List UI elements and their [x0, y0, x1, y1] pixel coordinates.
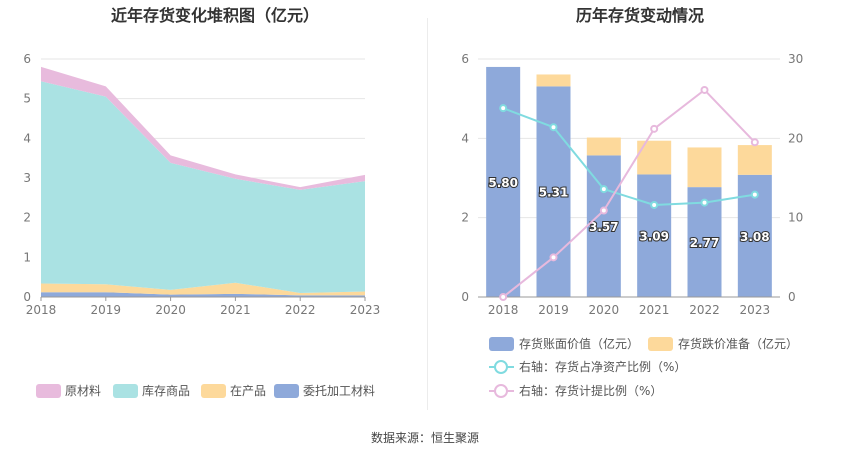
right-y-tick-label: 4 — [461, 131, 469, 145]
right-legend-label: 右轴：存货占净资产比例（%） — [519, 359, 686, 374]
left-y-tick-label: 2 — [23, 211, 31, 225]
left-x-tick-label: 2023 — [350, 303, 381, 317]
bar-book-value — [637, 174, 672, 297]
data-source-note: 数据来源：恒生聚源 — [370, 431, 479, 445]
left-y-tick-label: 3 — [23, 171, 31, 185]
area-series-在产品 — [41, 282, 365, 296]
right-y2-tick-label: 20 — [788, 131, 803, 145]
left-chart-title: 近年存货变化堆积图（亿元） — [110, 6, 319, 25]
left-y-tick-label: 4 — [23, 131, 31, 145]
right-legend-swatch — [648, 337, 673, 351]
line-point — [650, 200, 659, 209]
right-y-tick-label: 6 — [461, 52, 469, 66]
left-x-tick-label: 2018 — [26, 303, 57, 317]
line-point — [549, 123, 558, 132]
bar-impairment — [687, 147, 722, 188]
left-y-tick-label: 0 — [23, 290, 31, 304]
left-legend-label: 委托加工材料 — [303, 384, 375, 398]
line-series-ratio-to-net-assets — [502, 107, 755, 206]
right-x-tick-label: 2022 — [689, 303, 720, 317]
line-point — [499, 104, 508, 113]
left-y-tick-label: 6 — [23, 52, 31, 66]
right-x-tick-label: 2019 — [538, 303, 569, 317]
bar-value-label: 5.31 — [539, 186, 569, 200]
left-legend-swatch — [113, 384, 138, 398]
bar-impairment — [737, 145, 772, 175]
right-y2-tick-label: 30 — [788, 52, 803, 66]
line-point — [700, 198, 709, 207]
right-legend-swatch — [489, 337, 514, 351]
left-legend-label: 在产品 — [230, 384, 266, 398]
right-legend-marker — [494, 360, 508, 374]
area-series-委托加工材料 — [41, 292, 365, 297]
bar-value-label: 2.77 — [690, 236, 720, 250]
left-legend-swatch — [201, 384, 226, 398]
area-series-库存商品 — [41, 81, 365, 294]
bar-value-label: 3.57 — [589, 220, 619, 234]
bar-impairment — [637, 140, 672, 175]
left-y-tick-label: 5 — [23, 92, 31, 106]
bar-impairment — [586, 137, 621, 156]
line-point — [499, 293, 508, 301]
right-legend-label: 右轴：存货计提比例（%） — [519, 383, 662, 398]
line-point — [599, 206, 608, 215]
right-legend-label: 存货账面价值（亿元） — [519, 336, 639, 351]
left-x-tick-label: 2019 — [91, 303, 122, 317]
right-legend-marker — [494, 384, 508, 398]
right-x-tick-label: 2018 — [488, 303, 519, 317]
line-series-provision-ratio — [502, 88, 756, 298]
left-y-tick-label: 1 — [23, 250, 31, 264]
chart-divider — [427, 18, 428, 410]
line-point — [750, 138, 759, 147]
right-x-tick-label: 2023 — [740, 303, 771, 317]
line-point — [549, 253, 558, 262]
bar-value-label: 3.09 — [639, 230, 669, 244]
right-legend-label: 存货跌价准备（亿元） — [678, 336, 798, 351]
left-x-tick-label: 2021 — [220, 303, 251, 317]
bar-value-label: 3.08 — [740, 230, 770, 244]
right-y-tick-label: 2 — [461, 211, 469, 225]
line-point — [599, 185, 608, 194]
right-chart-title: 历年存货变动情况 — [575, 6, 704, 25]
left-legend-label: 库存商品 — [142, 383, 190, 398]
area-series-原材料 — [41, 66, 365, 190]
right-x-tick-label: 2020 — [589, 303, 620, 317]
bar-value-label: 5.80 — [488, 176, 518, 190]
left-legend-label: 原材料 — [65, 384, 101, 398]
right-x-tick-label: 2021 — [639, 303, 670, 317]
line-point — [700, 85, 709, 94]
bar-book-value — [536, 86, 571, 298]
right-y2-tick-label: 0 — [788, 290, 796, 304]
left-legend-swatch — [274, 384, 299, 398]
bar-impairment — [536, 74, 571, 87]
left-x-tick-label: 2022 — [285, 303, 316, 317]
line-point — [750, 190, 759, 199]
right-y-tick-label: 0 — [461, 290, 469, 304]
left-legend-swatch — [36, 384, 61, 398]
left-x-tick-label: 2020 — [155, 303, 186, 317]
bar-book-value — [586, 155, 621, 297]
line-point — [650, 124, 659, 133]
right-y2-tick-label: 10 — [788, 211, 803, 225]
